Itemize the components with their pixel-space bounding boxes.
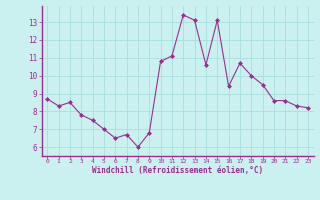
X-axis label: Windchill (Refroidissement éolien,°C): Windchill (Refroidissement éolien,°C) bbox=[92, 166, 263, 175]
